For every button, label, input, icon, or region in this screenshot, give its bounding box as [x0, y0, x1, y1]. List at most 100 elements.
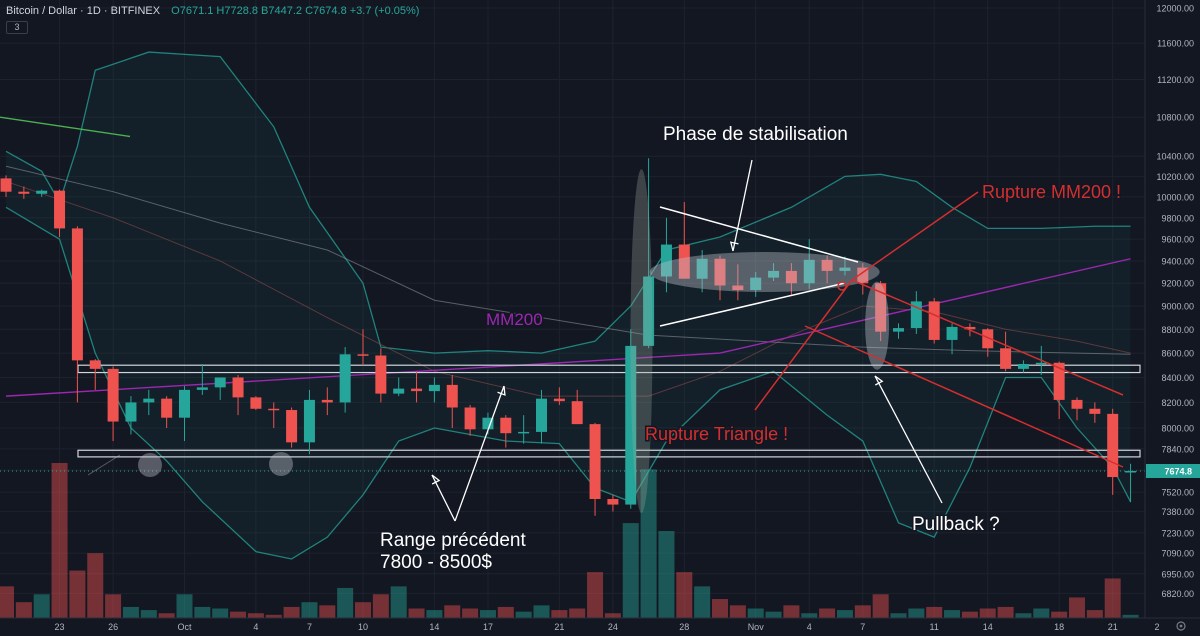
price-tick-label: 9600.00 — [1161, 235, 1194, 245]
volume-bar — [997, 606, 1014, 618]
annotation-stabilisation: Phase de stabilisation — [663, 124, 848, 145]
candle-body — [339, 354, 351, 403]
volume-bar — [961, 611, 978, 618]
time-tick-label: 4 — [253, 622, 258, 632]
volume-bar — [122, 606, 139, 618]
volume-bar — [355, 602, 371, 618]
annotation-pullback: Pullback ? — [912, 514, 1000, 535]
time-tick-label: 2 — [1154, 622, 1159, 632]
volume-bar — [265, 614, 282, 618]
volume-bar — [944, 610, 961, 618]
volume-bar — [283, 606, 300, 618]
candle-body — [625, 345, 637, 505]
price-tick-label: 9400.00 — [1161, 256, 1194, 266]
volume-bar — [658, 531, 675, 618]
price-axis-bg[interactable] — [1145, 0, 1200, 636]
candle-body — [518, 431, 530, 434]
candle-body — [125, 402, 137, 422]
volume-bar — [676, 572, 693, 618]
candle-body — [446, 384, 458, 408]
range-level-box — [77, 364, 1141, 374]
price-tick-label: 6820.00 — [1161, 589, 1194, 599]
volume-bar — [729, 605, 746, 618]
volume-bar — [158, 613, 175, 618]
volume-bar — [212, 608, 229, 618]
price-tick-label: 7520.00 — [1161, 488, 1194, 498]
time-tick-label: Nov — [748, 622, 765, 632]
volume-bar — [15, 602, 32, 618]
candle-body — [660, 244, 672, 277]
price-tick-label: 11200.00 — [1157, 75, 1194, 85]
arrow-pullback-head — [874, 375, 884, 386]
arrow-range-lower-head — [431, 474, 441, 485]
candle-body — [964, 326, 976, 330]
time-tick-label: 11 — [930, 622, 939, 632]
candle-body — [607, 499, 619, 505]
arrow-pullback — [874, 375, 943, 504]
price-tick-label: 10000.00 — [1156, 192, 1194, 202]
volume-bar — [176, 594, 193, 618]
pullback-ellipse — [865, 281, 890, 370]
time-axis-bg[interactable] — [0, 618, 1200, 636]
annotation-rupture-triangle: Rupture Triangle ! — [645, 424, 788, 444]
annotation-mm200: MM200 — [486, 310, 543, 329]
candle-body — [928, 301, 940, 340]
volume-bar — [301, 602, 318, 618]
price-tick-label: 9200.00 — [1161, 279, 1194, 289]
interval[interactable]: 1D — [86, 5, 101, 17]
price-tick-label: 9800.00 — [1161, 213, 1194, 223]
time-tick-label: 18 — [1054, 622, 1064, 632]
pump-highlight-ellipse — [630, 169, 653, 514]
ohlc-values: O7671.1 H7728.8 B7447.2 C7674.8 +3.7 (+0… — [171, 5, 420, 17]
settings-gear-icon-center — [1179, 624, 1183, 628]
range-level-box — [77, 449, 1141, 458]
candle-body — [268, 408, 280, 411]
last-price-tag — [1146, 463, 1200, 478]
candle-body — [803, 259, 815, 284]
triangle-lower-line — [659, 282, 846, 327]
indicator-count-badge[interactable]: 3 — [6, 21, 28, 34]
candle-body — [571, 401, 583, 425]
candle-body — [428, 384, 440, 392]
volume-bar — [533, 605, 550, 618]
price-tick-label: 11600.00 — [1157, 39, 1194, 49]
time-tick-label: 14 — [429, 622, 439, 632]
volume-bar — [390, 586, 407, 618]
candle-body — [214, 377, 226, 388]
candle-body — [357, 354, 369, 356]
candle-body — [0, 178, 12, 192]
candle-body — [553, 398, 565, 402]
time-tick-label: 21 — [1108, 622, 1118, 632]
arrow-range-upper-head — [497, 385, 506, 396]
last-price-tag-label: 7674.8 — [1164, 466, 1192, 476]
volume-bar — [587, 572, 604, 618]
price-tick-label: 7230.00 — [1161, 528, 1194, 538]
volume-bar — [87, 553, 104, 618]
price-tick-label: 9000.00 — [1161, 302, 1194, 312]
candle-body — [196, 387, 208, 390]
candle-body — [750, 277, 762, 291]
triangle-upper-line — [659, 206, 859, 263]
candle-body — [839, 267, 851, 271]
volume-bar — [854, 605, 871, 618]
volume-bar — [569, 608, 586, 618]
candle-body — [71, 228, 83, 361]
moving-average-green — [0, 116, 131, 138]
rupture-point-marker — [837, 281, 847, 291]
arrow-stabilisation — [732, 159, 753, 252]
candle-body — [1071, 399, 1083, 409]
candle-body — [321, 399, 333, 403]
volume-bar — [247, 613, 264, 618]
bollinger-basis — [5, 180, 1131, 397]
candle-body — [161, 398, 173, 418]
settings-gear-icon[interactable] — [1176, 621, 1186, 631]
volume-bar — [872, 594, 889, 618]
candle-body — [696, 258, 708, 279]
volume-bar — [1051, 611, 1068, 618]
candle-body — [1089, 408, 1101, 414]
price-tick-label: 6950.00 — [1161, 569, 1194, 579]
price-tick-label: 8400.00 — [1161, 373, 1194, 383]
volume-bar — [1069, 597, 1085, 618]
candle-body — [732, 285, 744, 291]
